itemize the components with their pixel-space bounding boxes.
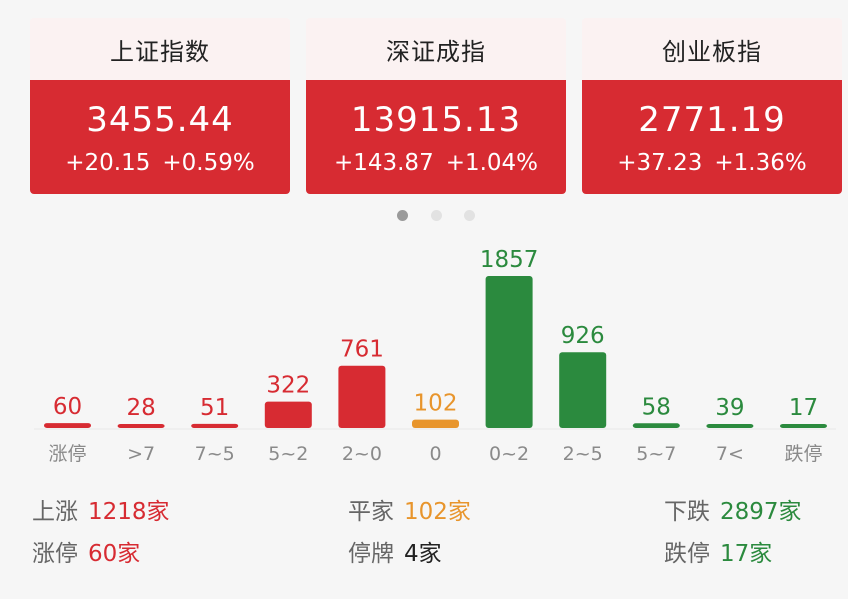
index-change-row: +37.23 +1.36% (582, 150, 842, 176)
chart-category-label: 5~7 (636, 443, 676, 465)
stat-label: 下跌 (664, 499, 710, 525)
stat-value: 1218家 (88, 499, 170, 525)
index-value: 2771.19 (638, 100, 786, 140)
index-card-chinext[interactable]: 创业板指 2771.19 +37.23 +1.36% (582, 18, 842, 194)
chart-value-label: 39 (715, 395, 744, 421)
index-cards: 上证指数 3455.44 +20.15 +0.59% 深证成指 13915.13 … (0, 0, 848, 200)
stat-limit-down: 跌停 17家 (664, 534, 772, 568)
index-name: 创业板指 (582, 18, 842, 80)
index-pct: +0.59% (162, 150, 255, 176)
chart-bar[interactable] (338, 365, 386, 428)
chart-bar[interactable] (117, 424, 165, 428)
stat-suspended: 停牌 4家 (348, 534, 442, 568)
chart-value-label: 60 (53, 394, 82, 420)
chart-bar[interactable] (559, 352, 607, 428)
stat-value: 4家 (404, 541, 442, 567)
chart-category-label: 5~2 (268, 443, 308, 465)
index-change-row: +143.87 +1.04% (306, 150, 566, 176)
chart-category-label: 2~5 (563, 443, 603, 465)
chart-bar[interactable] (780, 424, 827, 428)
stat-label: 涨停 (32, 541, 78, 567)
chart-value-label: 761 (340, 337, 384, 363)
chart-value-label: 17 (789, 395, 818, 421)
chart-category-label: 7~5 (195, 443, 235, 465)
chart-value-label: 102 (414, 391, 458, 417)
index-change-row: +20.15 +0.59% (30, 150, 290, 176)
chart-category-label: 0 (429, 443, 441, 465)
chart-category-label: 2~0 (342, 443, 382, 465)
stat-value: 60家 (88, 541, 141, 567)
index-value: 3455.44 (86, 100, 234, 140)
stat-label: 停牌 (348, 541, 394, 567)
index-body: 13915.13 +143.87 +1.04% (306, 80, 566, 194)
index-body: 2771.19 +37.23 +1.36% (582, 80, 842, 194)
chart-bar[interactable] (485, 276, 533, 428)
pager-dot[interactable] (464, 210, 475, 221)
chart-category-label: 0~2 (489, 443, 529, 465)
stat-flat: 平家 102家 (348, 492, 471, 526)
index-pct: +1.36% (714, 150, 807, 176)
index-card-shenzhen[interactable]: 深证成指 13915.13 +143.87 +1.04% (306, 18, 566, 194)
stat-label: 平家 (348, 499, 394, 525)
chart-bar[interactable] (632, 423, 680, 428)
pager-dot[interactable] (431, 210, 442, 221)
stat-label: 跌停 (664, 541, 710, 567)
index-change: +20.15 (65, 150, 151, 176)
chart-value-label: 28 (126, 395, 155, 421)
market-stats: 上涨 1218家 涨停 60家 平家 102家 停牌 4家 下跌 2897家 跌停 17家 (0, 488, 848, 588)
stat-value: 17家 (720, 541, 773, 567)
stat-up: 上涨 1218家 (32, 492, 170, 526)
chart-value-label: 926 (561, 323, 605, 349)
index-change: +143.87 (333, 150, 434, 176)
chart-value-label: 58 (642, 394, 671, 420)
chart-bar[interactable] (191, 423, 239, 428)
chart-category-label: 涨停 (48, 443, 86, 465)
chart-bar[interactable] (44, 423, 91, 428)
distribution-chart: 60 涨停 28 >7 51 7~5 322 5~2 761 2~0 102 0 1857 0~2 926 2… (0, 230, 848, 490)
chart-bar[interactable] (412, 419, 459, 428)
chart-category-label: 跌停 (784, 443, 822, 465)
index-change: +37.23 (617, 150, 703, 176)
chart-bar[interactable] (264, 401, 312, 428)
chart-value-label: 322 (266, 373, 310, 399)
index-pct: +1.04% (445, 150, 539, 176)
stat-value: 2897家 (720, 499, 802, 525)
index-card-shanghai[interactable]: 上证指数 3455.44 +20.15 +0.59% (30, 18, 290, 194)
index-name: 深证成指 (306, 18, 566, 80)
chart-value-label: 51 (200, 395, 229, 421)
chart-category-label: >7 (127, 443, 155, 465)
stat-limit-up: 涨停 60家 (32, 534, 140, 568)
pager-dots (0, 210, 848, 224)
stat-value: 102家 (404, 499, 471, 525)
stat-label: 上涨 (32, 499, 78, 525)
index-name: 上证指数 (30, 18, 290, 80)
chart-value-label: 1857 (480, 247, 539, 273)
index-value: 13915.13 (350, 100, 522, 140)
stat-down: 下跌 2897家 (664, 492, 802, 526)
chart-svg: 60 涨停 28 >7 51 7~5 322 5~2 761 2~0 102 0 1857 0~2 926 2… (34, 247, 836, 465)
chart-bar[interactable] (706, 424, 754, 428)
chart-category-label: 7< (716, 443, 744, 465)
pager-dot[interactable] (397, 210, 408, 221)
index-body: 3455.44 +20.15 +0.59% (30, 80, 290, 194)
